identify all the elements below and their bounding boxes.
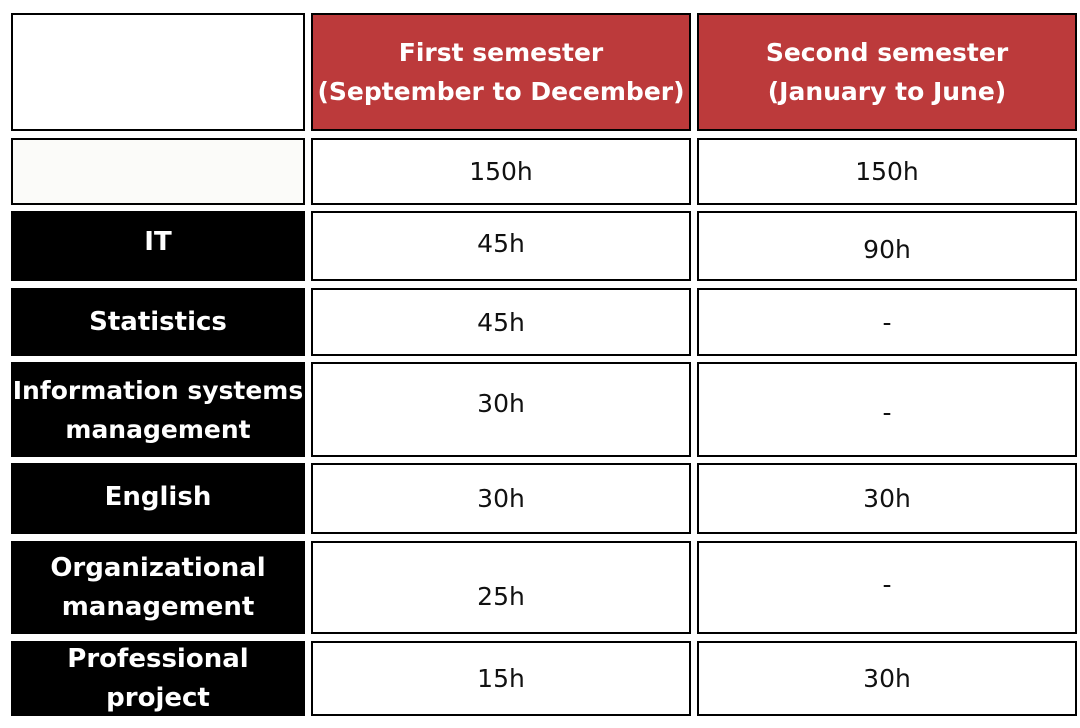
- row-organizational-management-second: -: [697, 541, 1077, 634]
- row-label-text: IT: [144, 227, 172, 257]
- row-value: -: [882, 307, 892, 337]
- row-label-text: Organizational: [50, 552, 266, 583]
- row-label-text: English: [104, 482, 212, 512]
- row-statistics-first: 45h: [311, 288, 691, 356]
- row-value: 90h: [863, 235, 911, 264]
- total-second-value: 150h: [855, 157, 919, 186]
- row-label-organizational-management: Organizational management: [11, 541, 305, 634]
- row-label-professional-project: Professional project: [11, 641, 305, 716]
- row-value: 15h: [477, 664, 525, 693]
- row-value: -: [882, 398, 892, 427]
- row-it-first: 45h: [311, 211, 691, 281]
- header-second-semester: Second semester (January to June): [697, 13, 1077, 131]
- row-label-english: English: [11, 463, 305, 534]
- row-value: 45h: [477, 229, 525, 258]
- row-value: 25h: [477, 582, 525, 611]
- row-label-statistics: Statistics: [11, 288, 305, 356]
- row-professional-project-second: 30h: [697, 641, 1077, 716]
- total-label-cell: [11, 138, 305, 205]
- corner-cell: [11, 13, 305, 131]
- header-second-semester-title: Second semester: [765, 38, 1009, 67]
- row-it-second: 90h: [697, 211, 1077, 281]
- row-professional-project-first: 15h: [311, 641, 691, 716]
- row-value: -: [882, 570, 892, 599]
- row-organizational-management-first: 25h: [311, 541, 691, 634]
- total-first-semester: 150h: [311, 138, 691, 205]
- row-label-text-line2: management: [65, 414, 251, 444]
- header-second-semester-period: (January to June): [767, 77, 1007, 106]
- row-value: 30h: [477, 484, 525, 513]
- row-value: 45h: [477, 307, 525, 337]
- row-label-text-line2: management: [61, 591, 255, 622]
- row-statistics-second: -: [697, 288, 1077, 356]
- header-first-semester: First semester (September to December): [311, 13, 691, 131]
- row-information-systems-first: 30h: [311, 362, 691, 457]
- row-value: 30h: [863, 664, 911, 693]
- row-value: 30h: [863, 484, 911, 513]
- row-label-text: Statistics: [89, 306, 227, 337]
- row-english-second: 30h: [697, 463, 1077, 534]
- row-label-text: Information systems: [12, 375, 304, 405]
- header-first-semester-title: First semester: [398, 38, 604, 67]
- total-second-semester: 150h: [697, 138, 1077, 205]
- row-value: 30h: [477, 389, 525, 418]
- row-information-systems-second: -: [697, 362, 1077, 457]
- row-label-information-systems: Information systems management: [11, 362, 305, 457]
- row-label-text: Professional project: [67, 643, 249, 713]
- total-first-value: 150h: [469, 157, 533, 186]
- row-english-first: 30h: [311, 463, 691, 534]
- header-first-semester-period: (September to December): [317, 77, 685, 106]
- row-label-it: IT: [11, 211, 305, 281]
